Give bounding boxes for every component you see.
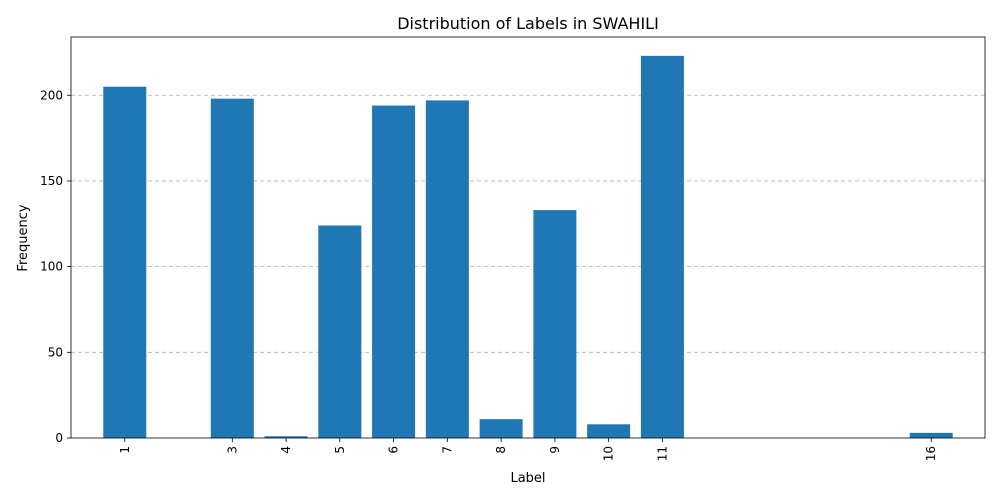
y-axis-label: Frequency (16, 204, 31, 271)
x-tick-label: 3 (225, 446, 239, 454)
bar-label-9 (533, 210, 577, 438)
bar-label-7 (425, 100, 469, 439)
x-tick-label: 8 (494, 446, 508, 454)
bar-label-16 (909, 432, 953, 438)
bar-label-5 (318, 225, 362, 438)
x-tick-label: 7 (440, 446, 454, 454)
x-tick-label: 4 (279, 446, 293, 454)
chart-title: Distribution of Labels in SWAHILI (397, 14, 659, 33)
bar-label-8 (479, 419, 523, 438)
x-tick-label: 6 (387, 446, 401, 454)
x-tick-label: 11 (655, 446, 669, 461)
x-axis-ticks: 1 3 4 5 6 7 8 9 10 11 16 (118, 438, 938, 461)
bar-label-3 (210, 98, 254, 438)
y-tick-label: 0 (55, 431, 63, 445)
y-axis-ticks: 0 50 100 150 200 (40, 88, 71, 445)
bar-label-4 (264, 436, 308, 438)
y-tick-label: 100 (40, 260, 63, 274)
x-tick-label: 9 (548, 446, 562, 454)
x-tick-label: 10 (602, 446, 616, 461)
plot-frame (70, 36, 986, 439)
x-tick-label: 5 (333, 446, 347, 454)
y-tick-label: 200 (40, 88, 63, 102)
x-axis-label: Label (510, 471, 545, 486)
y-tick-label: 50 (48, 345, 63, 359)
bars (103, 55, 953, 439)
x-tick-label: 1 (118, 446, 132, 454)
bar-label-1 (103, 86, 147, 438)
bar-label-10 (587, 424, 631, 438)
bar-label-11 (640, 55, 684, 438)
bar-label-6 (372, 105, 416, 439)
x-tick-label: 16 (924, 446, 938, 461)
grid-lines (71, 94, 985, 353)
y-tick-label: 150 (40, 174, 63, 188)
